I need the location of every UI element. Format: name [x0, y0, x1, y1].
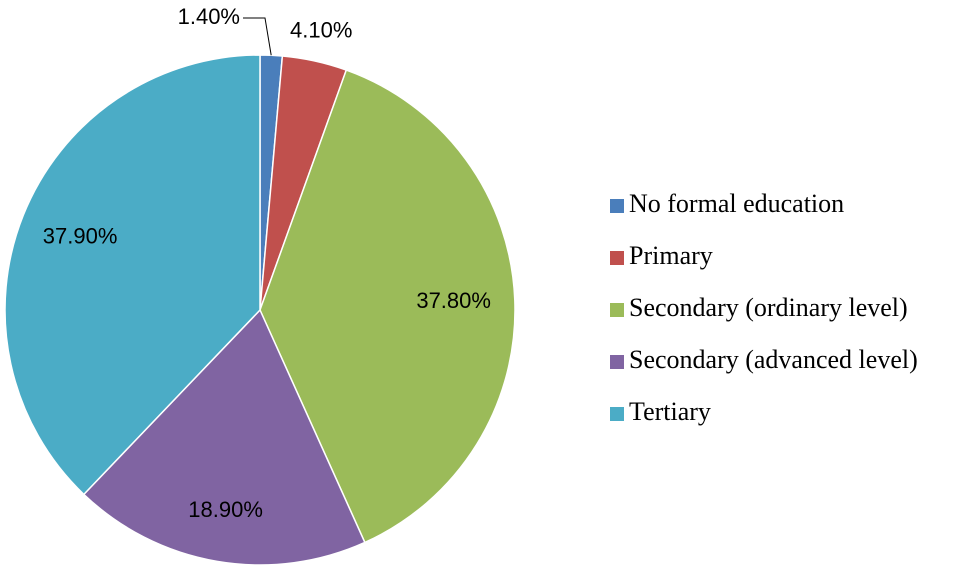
- legend-label: Secondary (ordinary level): [629, 293, 908, 322]
- legend-swatch: [610, 303, 624, 317]
- data-label: 37.90%: [43, 224, 118, 249]
- data-label: 1.40%: [178, 4, 240, 29]
- legend-swatch: [610, 199, 624, 213]
- legend-swatch: [610, 355, 624, 369]
- pie-slice: [82, 308, 366, 566]
- pie-slice: [259, 69, 516, 544]
- legend-label: Primary: [629, 241, 713, 270]
- data-label: 37.80%: [416, 288, 491, 313]
- legend-label: Secondary (advanced level): [629, 345, 918, 374]
- data-label: 18.90%: [188, 497, 263, 522]
- legend-swatch: [610, 251, 624, 265]
- pie-slice: [4, 54, 261, 496]
- legend-label: Tertiary: [629, 397, 711, 426]
- data-label: 4.10%: [290, 17, 352, 42]
- legend-swatch: [610, 407, 624, 421]
- leader-line: [243, 17, 272, 56]
- legend-label: No formal education: [629, 189, 844, 218]
